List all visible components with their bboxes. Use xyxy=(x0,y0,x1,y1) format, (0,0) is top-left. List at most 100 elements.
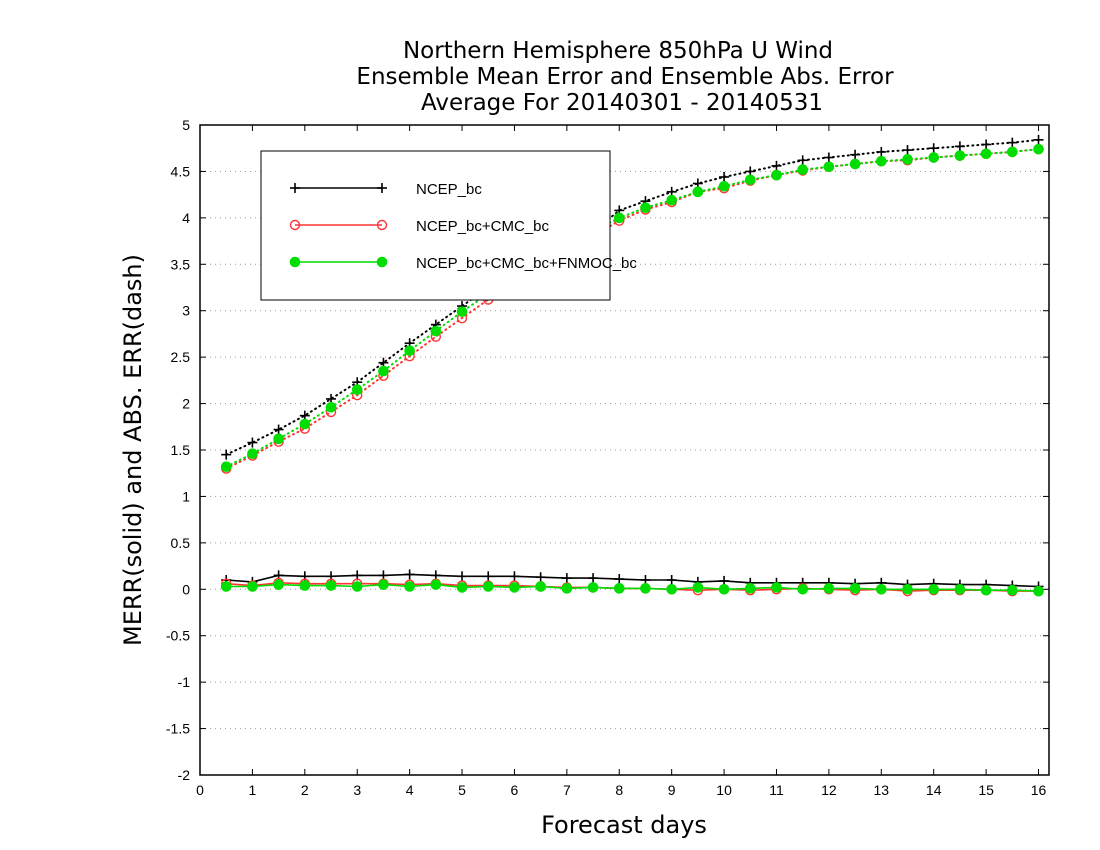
merr-point xyxy=(613,583,625,594)
abs-err-point xyxy=(325,401,337,413)
y-tick-label: -1.5 xyxy=(166,721,190,737)
legend-label: NCEP_bc+CMC_bc xyxy=(416,218,549,235)
merr-point xyxy=(535,581,546,592)
abs-err-point xyxy=(1007,146,1018,158)
abs-err-point xyxy=(718,180,730,192)
abs-err-point xyxy=(850,149,861,160)
legend-marker xyxy=(290,183,300,193)
merr-point xyxy=(404,569,415,580)
abs-err-point xyxy=(771,169,782,181)
y-tick-label: 1.5 xyxy=(171,442,191,458)
abs-err-point xyxy=(404,345,415,356)
merr-point xyxy=(404,581,415,592)
abs-err-point xyxy=(980,148,992,160)
abs-err-point xyxy=(692,186,704,198)
abs-err-point xyxy=(928,152,940,163)
x-tick-label: 15 xyxy=(978,782,994,798)
abs-err-point xyxy=(849,158,861,170)
x-tick-label: 14 xyxy=(926,782,942,798)
x-axis-label: Forecast days xyxy=(541,811,707,839)
y-tick-label: 3 xyxy=(182,303,190,319)
y-tick-label: 4.5 xyxy=(171,163,191,179)
merr-point xyxy=(587,582,599,593)
merr-point xyxy=(954,583,966,595)
abs-err-point xyxy=(1033,143,1044,155)
merr-point xyxy=(875,583,887,595)
abs-err-point xyxy=(823,152,834,163)
x-tick-label: 3 xyxy=(353,782,361,798)
x-tick-label: 13 xyxy=(874,782,890,798)
x-tick-label: 7 xyxy=(563,782,571,798)
merr-point xyxy=(351,581,363,592)
abs-err-point xyxy=(613,212,625,224)
merr-point xyxy=(1007,584,1018,596)
merr-point xyxy=(509,582,520,593)
merr-point xyxy=(273,579,284,590)
legend-marker xyxy=(376,256,388,268)
abs-err-point xyxy=(666,194,677,206)
merr-point xyxy=(980,584,992,596)
y-tick-label: -2 xyxy=(178,767,191,783)
y-tick-label: 1 xyxy=(182,488,190,504)
abs-err-point xyxy=(902,145,913,156)
y-tick-label: -1 xyxy=(178,674,191,690)
x-tick-label: 5 xyxy=(458,782,466,798)
abs-err-point xyxy=(744,174,756,186)
legend-label: NCEP_bc+CMC_bc+FNMOC_bc xyxy=(416,255,637,272)
abs-err-point xyxy=(875,155,887,167)
legend: NCEP_bc NCEP_bc+CMC_bc NCEP_bc+CMC_bc+FN… xyxy=(260,150,637,301)
abs-err-point xyxy=(430,325,442,337)
abs-err-point xyxy=(981,139,992,150)
merr-point xyxy=(430,579,442,590)
y-tick-label: -0.5 xyxy=(166,628,190,644)
merr-point xyxy=(1033,585,1044,597)
y-tick-label: 4 xyxy=(182,210,190,226)
legend-marker xyxy=(377,183,387,193)
abs-err-point xyxy=(1033,134,1044,145)
abs-err-point xyxy=(954,141,965,152)
abs-err-point xyxy=(797,164,808,175)
merr-point xyxy=(902,583,913,595)
plot-frame xyxy=(199,124,1050,776)
merr-point xyxy=(823,583,835,594)
abs-err-point xyxy=(928,143,939,154)
merr-point xyxy=(482,581,494,592)
abs-err-point xyxy=(719,172,730,182)
merr-point xyxy=(692,582,704,593)
abs-err-point xyxy=(378,365,389,377)
y-tick-label: 0.5 xyxy=(171,535,191,551)
legend-marker xyxy=(289,256,301,268)
merr-point xyxy=(220,581,232,592)
title-line-3: Average For 20140301 - 20140531 xyxy=(421,90,823,116)
legend-label: NCEP_bc xyxy=(416,181,482,198)
merr-point xyxy=(561,573,572,584)
abs-err-point xyxy=(823,161,835,173)
x-tick-label: 2 xyxy=(301,782,309,798)
merr-point xyxy=(718,583,730,595)
y-tick-label: 3.5 xyxy=(171,256,191,272)
x-tick-label: 8 xyxy=(615,782,623,798)
merr-point xyxy=(666,575,677,585)
merr-point xyxy=(378,579,389,590)
merr-point xyxy=(561,583,573,594)
abs-err-point xyxy=(273,424,284,435)
merr-point xyxy=(771,582,782,593)
merr-point xyxy=(744,583,756,594)
x-tick-label: 1 xyxy=(249,782,257,798)
abs-err-point xyxy=(273,433,284,445)
y-axis-label: MERR(solid) and ABS. ERR(dash) xyxy=(119,254,147,646)
title-line-1: Northern Hemisphere 850hPa U Wind xyxy=(403,38,833,64)
merr-point xyxy=(299,580,311,591)
merr-point xyxy=(247,581,258,592)
axes: -2-1.5-1-0.500.511.522.533.544.550 1 2 3 4 5 6… xyxy=(166,117,1049,798)
abs-err-point xyxy=(220,461,232,473)
chart-title: Northern Hemisphere 850hPa U Wind Ensemb… xyxy=(356,38,894,116)
merr-point xyxy=(928,583,940,595)
merr-point xyxy=(797,583,808,595)
merr-point xyxy=(666,583,677,595)
merr-point xyxy=(849,583,861,594)
abs-err-point xyxy=(221,449,232,460)
x-tick-label: 6 xyxy=(511,782,519,798)
merr-point xyxy=(456,582,468,593)
